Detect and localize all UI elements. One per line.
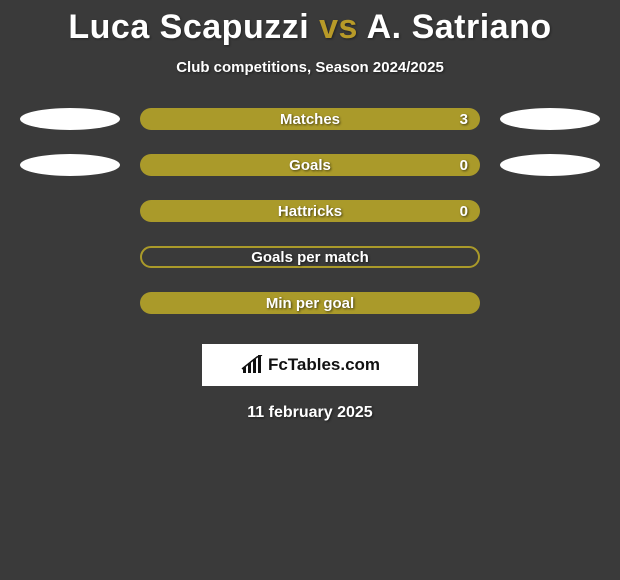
player2-name: A. Satriano [367, 8, 552, 46]
stat-label: Matches [280, 111, 340, 128]
comparison-infographic: Luca Scapuzzi vs A. Satriano Club compet… [0, 0, 620, 422]
left-oval [20, 108, 120, 130]
stat-bar: Hattricks 0 [140, 200, 480, 222]
date-label: 11 february 2025 [0, 404, 620, 422]
left-oval [20, 154, 120, 176]
stat-value: 0 [460, 203, 468, 220]
stat-row: Goals per match [10, 246, 610, 268]
stat-label: Min per goal [266, 295, 354, 312]
stat-row: Matches 3 [10, 108, 610, 130]
stat-label: Goals per match [251, 249, 369, 266]
stat-bar: Min per goal [140, 292, 480, 314]
chart-icon [240, 355, 264, 375]
stat-bar: Matches 3 [140, 108, 480, 130]
stat-row: Min per goal [10, 292, 610, 314]
stat-rows: Matches 3 Goals 0 Hattricks 0 Goals per match M… [0, 108, 620, 314]
stat-row: Hattricks 0 [10, 200, 610, 222]
brand-text: FcTables.com [268, 355, 380, 375]
brand-logo: FcTables.com [202, 344, 418, 386]
right-oval [500, 154, 600, 176]
right-oval [500, 108, 600, 130]
vs-label: vs [319, 8, 358, 46]
stat-row: Goals 0 [10, 154, 610, 176]
stat-bar: Goals per match [140, 246, 480, 268]
stat-value: 3 [460, 111, 468, 128]
subtitle: Club competitions, Season 2024/2025 [0, 59, 620, 76]
player1-name: Luca Scapuzzi [68, 8, 309, 46]
page-title: Luca Scapuzzi vs A. Satriano [0, 8, 620, 47]
stat-label: Goals [289, 157, 331, 174]
stat-bar: Goals 0 [140, 154, 480, 176]
stat-value: 0 [460, 157, 468, 174]
stat-label: Hattricks [278, 203, 342, 220]
